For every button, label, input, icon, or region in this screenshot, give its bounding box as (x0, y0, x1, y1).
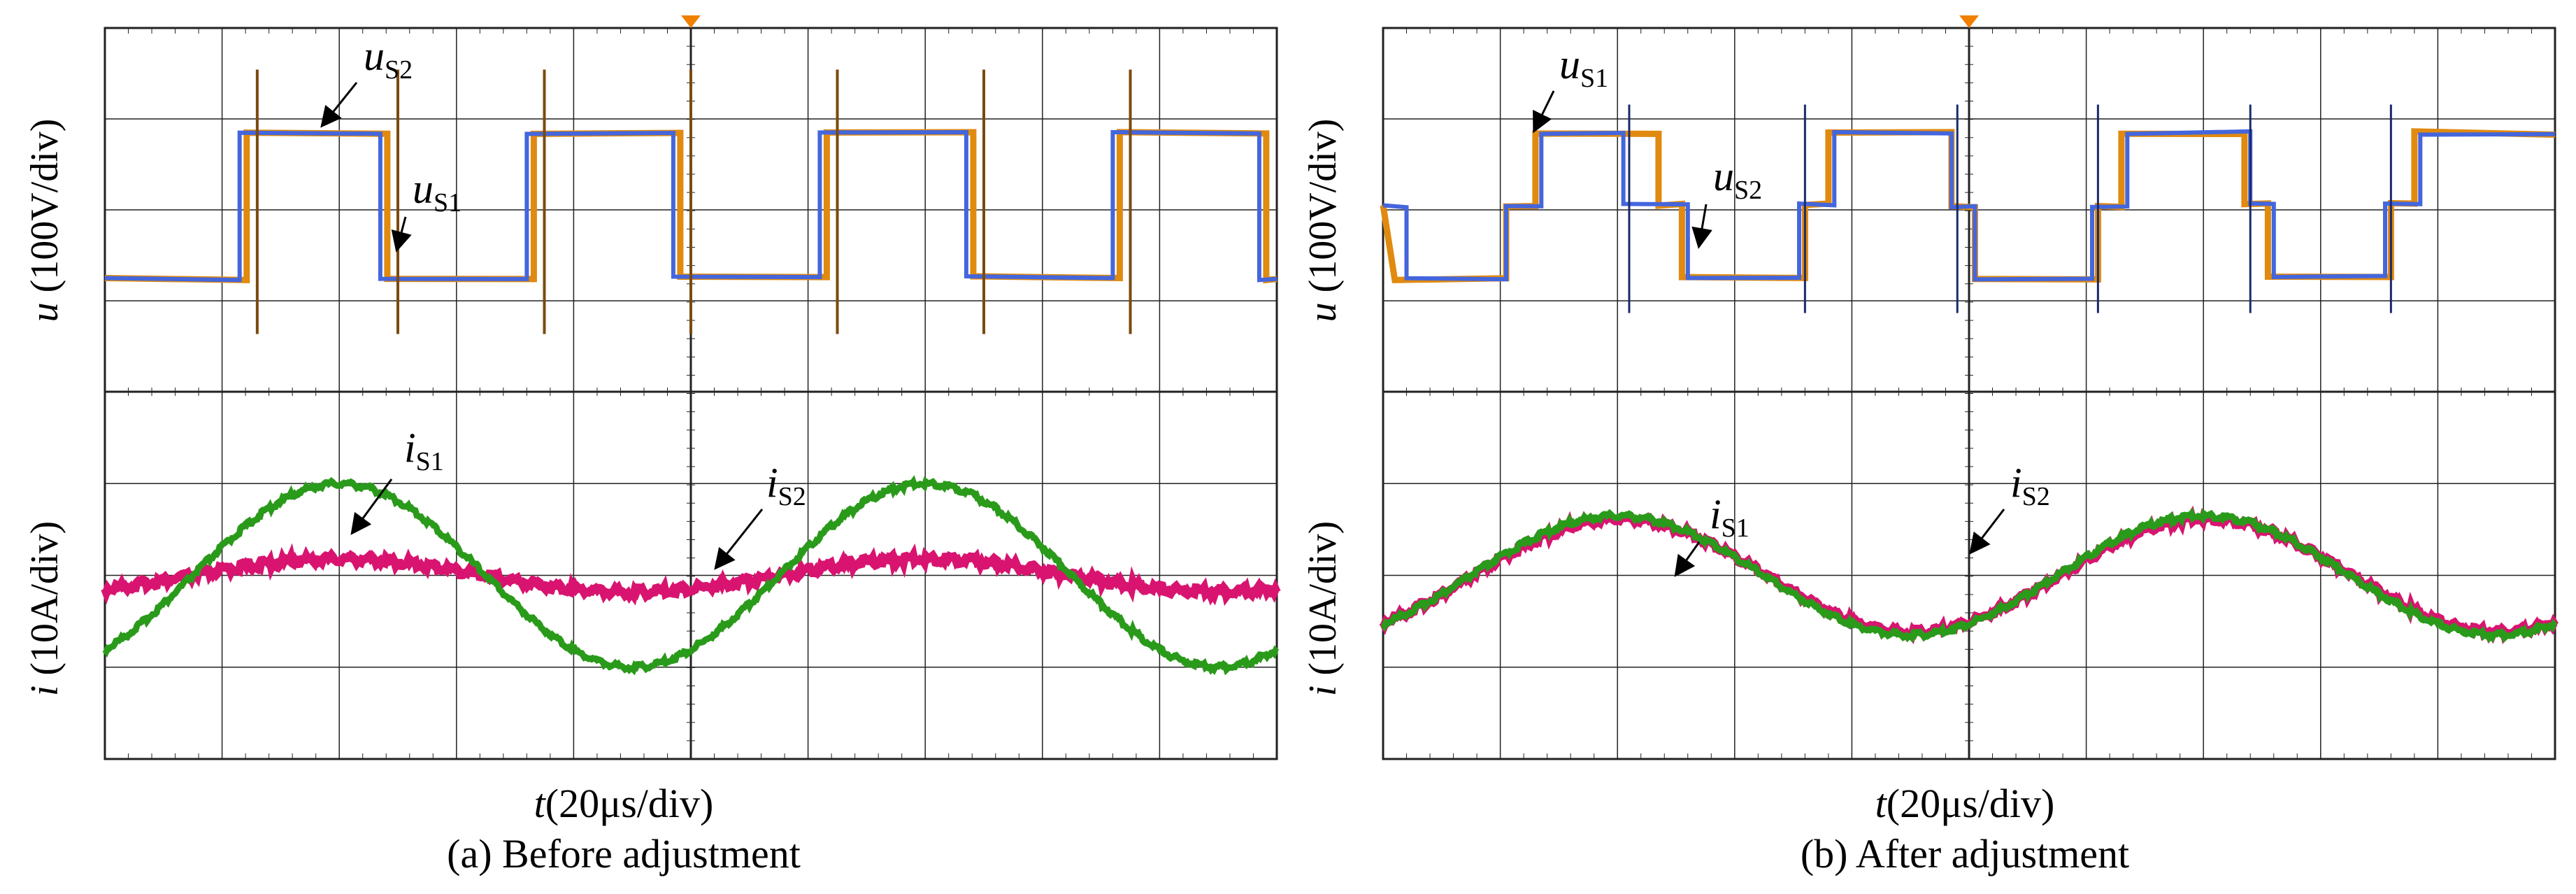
label-iS2-sub: S2 (778, 482, 806, 511)
trigger-marker-icon (1959, 15, 1979, 28)
label-iS1-sub: S1 (1722, 513, 1749, 543)
panel-a: uS2 uS1 iS1 iS2 u (100V/div) i (10A/div) t(… (23, 15, 1281, 877)
label-uS1-sub: S1 (1580, 64, 1608, 93)
panel-a-ylabel-top: u (100V/div) (23, 119, 66, 322)
panel-b-ylabel-top: u (100V/div) (1301, 119, 1345, 322)
label-iS2-sub: S2 (2022, 482, 2050, 511)
label-uS1: uS1 (413, 166, 461, 218)
label-iS1: iS1 (1710, 491, 1749, 543)
label-uS2-sub: S2 (1734, 176, 1762, 205)
trigger-marker-icon (681, 15, 701, 28)
panel-b: uS1 uS2 iS1 iS2 u (100V/div) i (10A/div) t(… (1301, 15, 2559, 877)
series-iS2-trace (101, 543, 1281, 606)
panel-a-caption: (a) Before adjustment (447, 831, 801, 877)
label-arrow (350, 478, 393, 535)
label-uS2-sub: S2 (385, 55, 413, 85)
panel-a-xlabel: t(20μs/div) (534, 781, 714, 826)
label-uS2: uS2 (364, 33, 413, 85)
annotations-a: uS2 uS1 iS1 iS2 (320, 33, 806, 570)
series-uS2-trace (1382, 129, 2556, 282)
annotations-b: uS1 uS2 iS1 iS2 (1533, 41, 2050, 577)
label-iS1-sub: S1 (416, 447, 444, 476)
waveforms-b (1379, 104, 2559, 644)
label-uS2: uS2 (1713, 153, 1762, 205)
label-uS1-sub: S1 (434, 188, 461, 218)
label-arrow (1691, 204, 1712, 249)
label-arrow (320, 82, 358, 128)
label-iS2: iS2 (2010, 460, 2050, 511)
panel-a-ylabel-bottom: i (10A/div) (23, 521, 66, 696)
series-iS1-trace (1380, 507, 2558, 644)
label-iS2: iS2 (766, 460, 806, 511)
series-iS1-trace (102, 475, 1280, 676)
panel-b-ylabel-bottom: i (10A/div) (1301, 521, 1345, 696)
label-arrow (1969, 509, 2005, 555)
label-arrow (1533, 90, 1555, 134)
waveforms-a (101, 69, 1281, 676)
label-arrow (714, 509, 764, 570)
series-uS2-trace (104, 129, 1278, 283)
label-arrow (391, 216, 412, 253)
label-iS1: iS1 (404, 425, 444, 476)
panel-b-xlabel: t(20μs/div) (1875, 781, 2055, 826)
label-arrow (1674, 541, 1701, 577)
grid-b (1382, 15, 2556, 760)
panel-b-caption: (b) After adjustment (1801, 831, 2129, 877)
label-uS1: uS1 (1559, 41, 1608, 93)
